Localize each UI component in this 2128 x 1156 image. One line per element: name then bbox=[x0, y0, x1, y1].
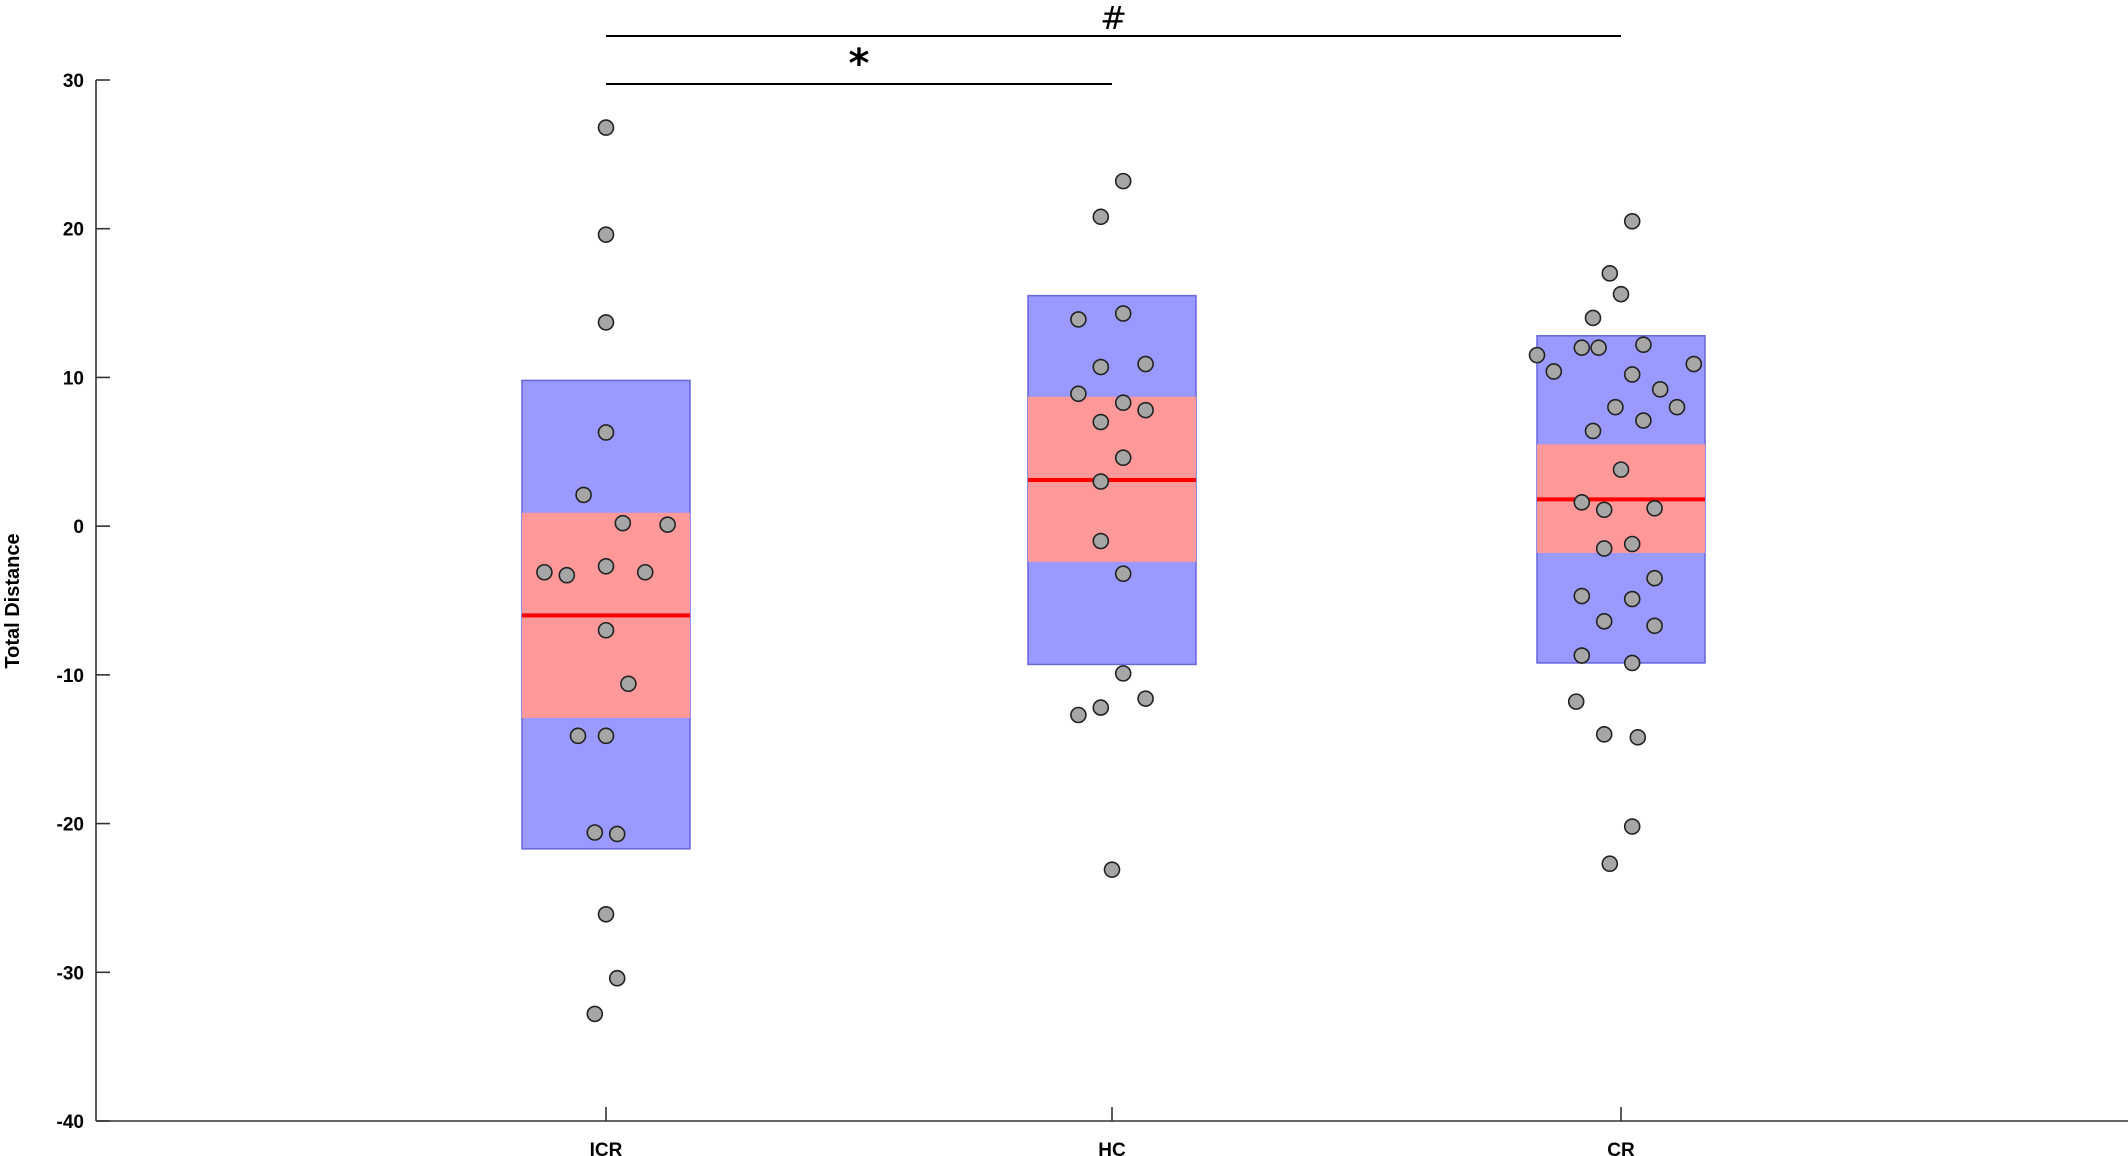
data-point-cr bbox=[1629, 729, 1647, 746]
data-point-hc bbox=[1070, 385, 1087, 403]
data-point-icr bbox=[586, 1005, 604, 1023]
data-point-cr bbox=[1601, 265, 1619, 282]
data-point-cr bbox=[1590, 339, 1607, 356]
data-point-cr bbox=[1595, 613, 1613, 630]
data-point-hc bbox=[1092, 413, 1110, 431]
data-point-icr bbox=[597, 557, 615, 575]
y-tick-label: -40 bbox=[57, 1112, 84, 1133]
x-tick-label: CR bbox=[1607, 1140, 1635, 1156]
data-point-icr bbox=[569, 727, 587, 745]
data-point-cr bbox=[1646, 617, 1663, 635]
data-point-cr bbox=[1685, 355, 1703, 373]
data-point-icr bbox=[608, 969, 626, 987]
data-point-icr bbox=[536, 563, 553, 581]
data-point-cr bbox=[1646, 569, 1663, 587]
data-point-cr bbox=[1623, 590, 1641, 608]
y-tick-label: 20 bbox=[63, 220, 84, 241]
data-point-icr bbox=[597, 119, 615, 136]
data-point-cr bbox=[1573, 494, 1591, 511]
data-point-hc bbox=[1137, 690, 1154, 707]
data-point-icr bbox=[659, 516, 676, 533]
data-point-icr bbox=[558, 566, 576, 584]
data-point-hc bbox=[1070, 311, 1087, 328]
data-point-cr bbox=[1612, 461, 1630, 478]
data-point-icr bbox=[597, 905, 615, 923]
data-point-icr bbox=[597, 226, 615, 243]
data-point-cr bbox=[1595, 501, 1613, 519]
y-tick-label: -10 bbox=[57, 666, 84, 687]
y-tick-label: -30 bbox=[57, 963, 84, 984]
data-point-cr bbox=[1646, 499, 1663, 517]
data-point-hc bbox=[1114, 305, 1132, 322]
axes-layer: 30 20 10 0 -10 -20 -30 -40 ICR HC CR bbox=[57, 71, 2128, 1156]
data-point-cr bbox=[1595, 540, 1613, 557]
data-point-icr bbox=[575, 486, 592, 504]
boxes-layer bbox=[521, 294, 1706, 850]
x-tick-label: HC bbox=[1098, 1140, 1126, 1156]
data-point-hc bbox=[1114, 665, 1132, 682]
points-layer bbox=[536, 119, 1703, 1023]
data-point-cr bbox=[1623, 212, 1641, 230]
data-point-cr bbox=[1573, 339, 1591, 356]
data-point-hc bbox=[1114, 172, 1132, 190]
data-point-icr bbox=[586, 824, 604, 841]
data-point-icr bbox=[620, 675, 637, 693]
data-point-icr bbox=[608, 825, 626, 843]
data-point-icr bbox=[597, 424, 615, 441]
data-point-hc bbox=[1137, 401, 1154, 419]
data-point-hc bbox=[1070, 706, 1087, 724]
data-point-cr bbox=[1612, 285, 1630, 303]
y-tick-label: 30 bbox=[63, 71, 84, 92]
data-point-hc bbox=[1092, 699, 1110, 716]
data-point-icr bbox=[597, 727, 615, 745]
data-point-cr bbox=[1573, 587, 1591, 605]
data-point-cr bbox=[1623, 535, 1641, 553]
data-point-cr bbox=[1528, 346, 1546, 364]
data-point-cr bbox=[1595, 726, 1613, 743]
data-point-hc bbox=[1092, 358, 1110, 376]
y-tick-label: 0 bbox=[73, 517, 84, 538]
data-point-cr bbox=[1623, 654, 1641, 672]
data-point-icr bbox=[597, 314, 615, 331]
data-point-cr bbox=[1573, 647, 1591, 664]
data-point-hc bbox=[1114, 394, 1132, 412]
data-point-hc bbox=[1114, 449, 1132, 467]
data-point-hc bbox=[1137, 355, 1154, 373]
x-tick-label: ICR bbox=[590, 1140, 623, 1156]
data-point-hc bbox=[1092, 473, 1110, 490]
data-point-cr bbox=[1584, 422, 1602, 440]
y-tick-label: 10 bbox=[63, 368, 84, 389]
data-point-icr bbox=[614, 514, 632, 532]
data-point-cr bbox=[1567, 693, 1585, 710]
y-tick-label: -20 bbox=[57, 815, 84, 836]
data-point-hc bbox=[1103, 861, 1121, 878]
data-point-cr bbox=[1668, 398, 1686, 416]
data-point-cr bbox=[1651, 381, 1669, 398]
significance-label: # bbox=[1100, 0, 1127, 37]
data-point-hc bbox=[1114, 565, 1132, 583]
data-point-cr bbox=[1623, 366, 1641, 383]
data-point-cr bbox=[1623, 818, 1641, 835]
data-point-cr bbox=[1584, 309, 1602, 327]
data-point-cr bbox=[1635, 412, 1652, 429]
significance-layer: *# bbox=[606, 0, 1621, 87]
significance-label: * bbox=[849, 41, 870, 87]
data-point-hc bbox=[1092, 532, 1110, 550]
data-point-icr bbox=[597, 621, 615, 639]
data-point-icr bbox=[636, 563, 654, 581]
data-point-cr bbox=[1635, 336, 1652, 354]
data-point-hc bbox=[1092, 208, 1110, 226]
data-point-cr bbox=[1601, 855, 1619, 873]
data-point-cr bbox=[1545, 363, 1563, 380]
y-axis-title: Total Distance bbox=[2, 533, 24, 668]
data-point-cr bbox=[1607, 398, 1624, 416]
